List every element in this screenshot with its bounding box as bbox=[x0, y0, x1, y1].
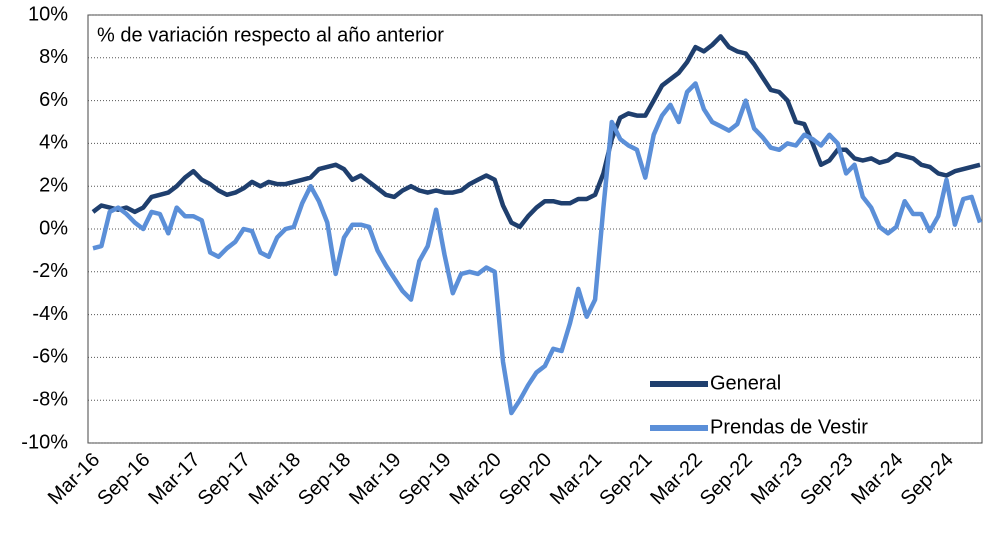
y-tick-label: 2% bbox=[39, 174, 68, 196]
x-tick-label: Sep-21 bbox=[595, 449, 656, 510]
x-tick-label: Mar-22 bbox=[646, 449, 706, 509]
x-tick-label: Sep-20 bbox=[495, 449, 556, 510]
x-tick-label: Mar-24 bbox=[847, 449, 907, 509]
y-tick-label: -10% bbox=[21, 431, 68, 453]
y-tick-label: 6% bbox=[39, 89, 68, 111]
y-tick-label: 4% bbox=[39, 132, 68, 154]
legend-label: Prendas de Vestir bbox=[710, 416, 868, 438]
x-tick-label: Sep-23 bbox=[796, 449, 857, 510]
y-tick-label: -4% bbox=[32, 303, 68, 325]
x-tick-label: Mar-21 bbox=[546, 449, 606, 509]
legend-label: General bbox=[710, 372, 781, 394]
x-tick-label: Sep-18 bbox=[294, 449, 355, 510]
x-tick-label: Mar-19 bbox=[345, 449, 405, 509]
y-tick-label: -8% bbox=[32, 388, 68, 410]
x-tick-label: Mar-17 bbox=[144, 449, 204, 509]
y-tick-label: 0% bbox=[39, 217, 68, 239]
x-tick-label: Sep-24 bbox=[897, 449, 958, 510]
annotation: % de variación respecto al año anterior bbox=[97, 24, 444, 46]
y-tick-label: 10% bbox=[28, 3, 68, 25]
x-tick-label: Sep-22 bbox=[696, 449, 757, 510]
x-tick-label: Mar-20 bbox=[446, 449, 506, 509]
series-line bbox=[91, 34, 981, 230]
x-tick-label: Mar-18 bbox=[245, 449, 305, 509]
x-tick-label: Mar-23 bbox=[747, 449, 807, 509]
y-tick-label: -2% bbox=[32, 260, 68, 282]
series-line bbox=[92, 81, 983, 416]
y-tick-label: -6% bbox=[32, 346, 68, 368]
y-tick-label: 8% bbox=[39, 46, 68, 68]
x-tick-label: Sep-16 bbox=[93, 449, 154, 510]
x-tick-label: Mar-16 bbox=[44, 449, 104, 509]
x-tick-label: Sep-19 bbox=[395, 449, 456, 510]
x-tick-label: Sep-17 bbox=[194, 449, 255, 510]
